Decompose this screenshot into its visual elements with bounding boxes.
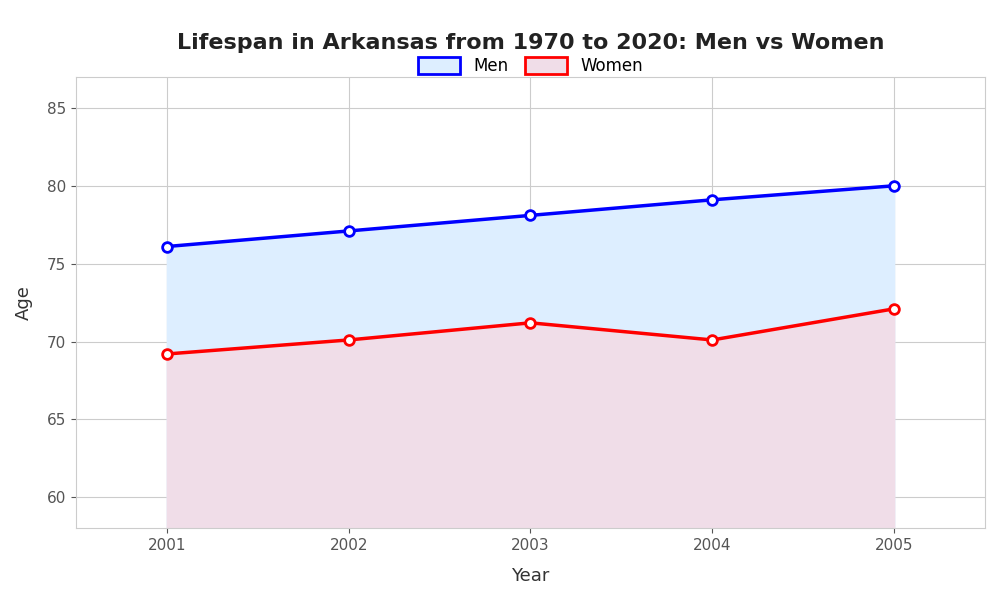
Y-axis label: Age: Age bbox=[15, 285, 33, 320]
Title: Lifespan in Arkansas from 1970 to 2020: Men vs Women: Lifespan in Arkansas from 1970 to 2020: … bbox=[177, 33, 884, 53]
X-axis label: Year: Year bbox=[511, 567, 550, 585]
Legend: Men, Women: Men, Women bbox=[410, 49, 651, 84]
